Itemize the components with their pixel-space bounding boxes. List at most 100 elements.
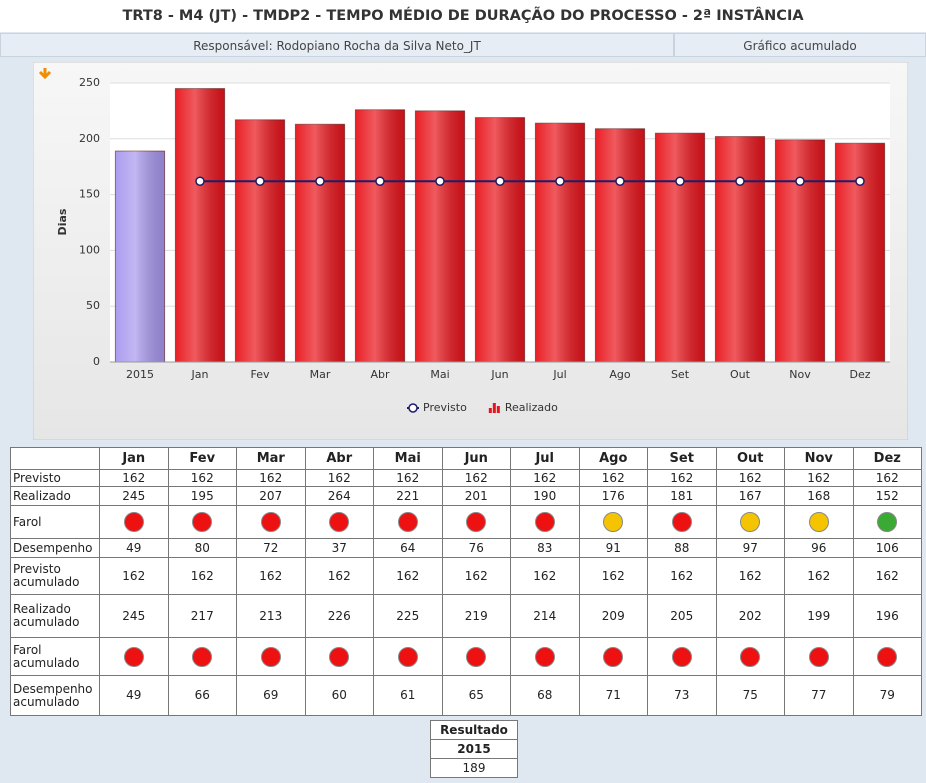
farol-cell xyxy=(715,637,785,676)
farol-dot xyxy=(808,512,829,532)
x-tick-label: Jun xyxy=(490,368,508,381)
value-cell: 264 xyxy=(304,486,374,506)
value-cell: 201 xyxy=(441,486,511,506)
value-cell: 162 xyxy=(647,557,717,595)
header-cell xyxy=(10,447,100,470)
result-year: 2015 xyxy=(430,739,518,759)
farol-cell xyxy=(852,637,922,676)
x-tick-label: Fev xyxy=(250,368,269,381)
value-cell: 162 xyxy=(304,557,374,595)
y-axis-label: Dias xyxy=(56,208,69,235)
bar-shine xyxy=(775,139,825,362)
farol-dot xyxy=(740,512,761,532)
farol-dot xyxy=(603,512,624,532)
x-tick-label: Abr xyxy=(370,368,390,381)
value-cell: 162 xyxy=(304,469,374,487)
data-table: Jan Fev Mar Abr Mai Jun Jul Ago Set Out Nov Dez Prev… xyxy=(10,447,922,716)
farol-cell xyxy=(373,637,443,676)
farol-dot xyxy=(877,512,898,532)
value-cell: 167 xyxy=(715,486,785,506)
row-label: Realizado acumulado xyxy=(10,594,100,638)
value-cell: 162 xyxy=(715,557,785,595)
bar-shine xyxy=(175,88,225,362)
farol-dot xyxy=(534,512,555,532)
bar-group xyxy=(594,128,646,363)
value-cell: 79 xyxy=(852,675,922,716)
farol-cell xyxy=(647,505,717,539)
value-cell: 162 xyxy=(373,557,443,595)
farol-cell xyxy=(647,637,717,676)
value-cell: 168 xyxy=(784,486,854,506)
bar-group xyxy=(294,123,346,363)
value-cell: 205 xyxy=(647,594,717,638)
farol-dot xyxy=(671,646,692,667)
row-label: Farol acumulado xyxy=(10,637,100,676)
line-marker xyxy=(555,176,565,186)
value-cell: 72 xyxy=(236,538,306,558)
x-tick-label: Ago xyxy=(609,368,631,381)
bar-group xyxy=(114,150,166,363)
chart-mode[interactable]: Gráfico acumulado xyxy=(674,33,926,57)
farol-cell xyxy=(715,505,785,539)
value-cell: 162 xyxy=(784,469,854,487)
month-header: Ago xyxy=(578,447,648,470)
x-tick-label: Dez xyxy=(849,368,870,381)
value-cell: 195 xyxy=(167,486,237,506)
legend-marker xyxy=(408,403,418,413)
value-cell: 207 xyxy=(236,486,306,506)
y-tick-label: 0 xyxy=(93,355,100,368)
value-cell: 96 xyxy=(784,538,854,558)
value-cell: 162 xyxy=(99,557,169,595)
bar-shine xyxy=(475,117,525,362)
value-cell: 106 xyxy=(852,538,922,558)
value-cell: 225 xyxy=(373,594,443,638)
month-header: Dez xyxy=(852,447,922,470)
value-cell: 37 xyxy=(304,538,374,558)
y-tick-label: 50 xyxy=(86,299,100,312)
month-header: Set xyxy=(647,447,717,470)
value-cell: 65 xyxy=(441,675,511,716)
farol-dot xyxy=(877,646,898,667)
row-label: Previsto acumulado xyxy=(10,557,100,595)
value-cell: 162 xyxy=(236,469,306,487)
bar-shine xyxy=(535,123,585,362)
farol-cell xyxy=(99,637,169,676)
value-cell: 60 xyxy=(304,675,374,716)
farol-cell xyxy=(99,505,169,539)
value-cell: 162 xyxy=(852,469,922,487)
line-marker xyxy=(195,176,205,186)
month-header: Mai xyxy=(373,447,443,470)
farol-dot xyxy=(329,512,350,532)
line-marker xyxy=(435,176,445,186)
farol-cell xyxy=(510,505,580,539)
farol-cell xyxy=(167,637,237,676)
legend-bar-icon xyxy=(492,403,496,413)
export-icon[interactable] xyxy=(38,68,52,80)
table-row: Realizado acumulado 245 217 213 226 225 219 214… xyxy=(10,594,922,638)
line-marker xyxy=(795,176,805,186)
farol-cell xyxy=(852,505,922,539)
x-tick-label: Nov xyxy=(789,368,811,381)
x-tick-label: Out xyxy=(730,368,751,381)
value-cell: 61 xyxy=(373,675,443,716)
farol-cell xyxy=(236,505,306,539)
value-cell: 49 xyxy=(99,538,169,558)
value-cell: 97 xyxy=(715,538,785,558)
bar-shine xyxy=(715,136,765,362)
month-header: Nov xyxy=(784,447,854,470)
result-value: 189 xyxy=(430,758,518,778)
month-header: Jul xyxy=(510,447,580,470)
farol-cell xyxy=(510,637,580,676)
value-cell: 162 xyxy=(852,557,922,595)
farol-cell xyxy=(441,505,511,539)
legend-label: Realizado xyxy=(505,401,558,414)
value-cell: 83 xyxy=(510,538,580,558)
farol-cell xyxy=(784,637,854,676)
value-cell: 68 xyxy=(510,675,580,716)
result-table: Resultado 2015 189 xyxy=(430,720,518,778)
header-row: Jan Fev Mar Abr Mai Jun Jul Ago Set Out Nov Dez xyxy=(10,447,922,470)
value-cell: 162 xyxy=(784,557,854,595)
value-cell: 75 xyxy=(715,675,785,716)
value-cell: 162 xyxy=(99,469,169,487)
